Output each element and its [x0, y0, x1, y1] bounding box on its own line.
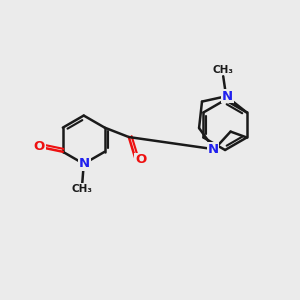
Text: N: N [207, 143, 218, 156]
Text: CH₃: CH₃ [71, 184, 92, 194]
Text: CH₃: CH₃ [213, 65, 234, 75]
Text: O: O [34, 140, 45, 153]
Text: N: N [222, 90, 233, 103]
Text: N: N [79, 157, 90, 170]
Text: O: O [135, 153, 146, 166]
